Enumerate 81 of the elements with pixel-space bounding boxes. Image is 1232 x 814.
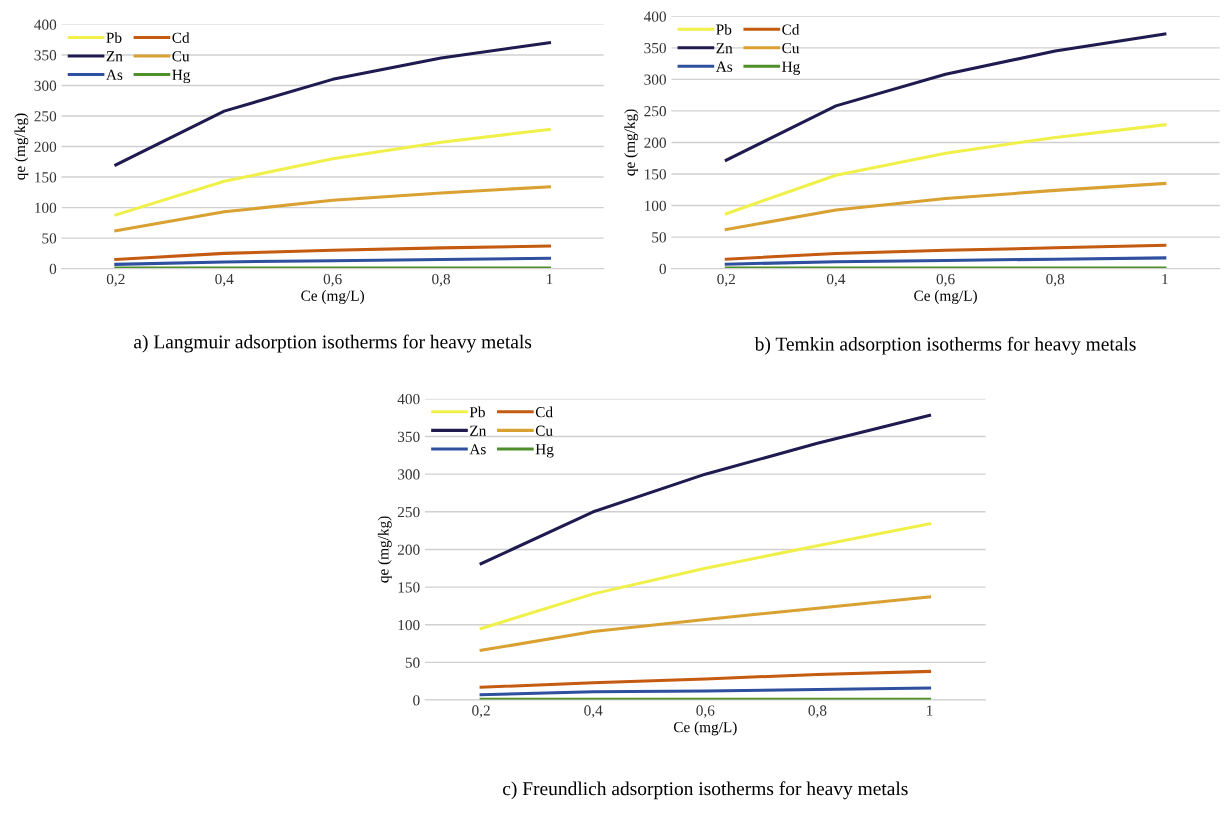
y-tick-label: 300 (644, 74, 666, 85)
legend-label: Pb (469, 406, 485, 418)
y-tick-label: 300 (34, 80, 57, 91)
x-tick-label: 0,4 (584, 705, 603, 718)
y-tick-label: 50 (652, 232, 666, 243)
line-series (724, 243, 1167, 261)
legend-label: Zn (106, 51, 123, 62)
legend-label: Cd (782, 24, 800, 35)
y-tick-label: 0 (413, 695, 420, 706)
y-tick-label: 250 (397, 506, 420, 518)
x-axis-title: Ce (mg/L) (301, 290, 364, 305)
y-tick-label: 150 (645, 169, 666, 180)
line-series (724, 181, 1167, 232)
line-series (114, 256, 551, 266)
x-tick-label: 0,2 (717, 273, 735, 287)
legend-label: Cu (172, 51, 190, 62)
line-series (724, 123, 1167, 216)
legend-label: Pb (106, 32, 122, 43)
y-tick-label: 0 (49, 263, 57, 275)
y-tick-label: 0 (659, 263, 666, 275)
x-tick-label: 0,8 (808, 705, 827, 718)
x-tick-label: 0,4 (215, 273, 234, 287)
x-tick-label: 1 (927, 705, 933, 716)
y-tick-label: 350 (397, 431, 420, 442)
line-series (479, 595, 932, 652)
y-axis-title: qe (mg/kg) (624, 109, 639, 176)
x-axis-title: Ce (mg/L) (673, 721, 737, 736)
legend-label: As (469, 444, 486, 455)
y-tick-label: 100 (398, 619, 420, 631)
text: c) Freundlich adsorption isotherms for heavy metals (503, 781, 908, 800)
legend-label: Hg (782, 61, 800, 75)
legend-label: Cu (782, 43, 800, 54)
text: b) Temkin adsorption isotherms for heavy metals (754, 336, 1136, 355)
line-series (114, 127, 551, 217)
x-tick-label: 0,8 (1046, 273, 1065, 287)
y-tick-label: 200 (397, 544, 420, 555)
y-tick-label: 200 (34, 141, 57, 152)
x-tick-label: 0,6 (323, 273, 342, 287)
y-tick-label: 250 (644, 106, 666, 117)
legend-label: Cd (535, 406, 553, 418)
y-tick-label: 50 (42, 233, 57, 244)
y-tick-label: 400 (34, 19, 57, 30)
line-series (114, 185, 551, 233)
y-tick-label: 250 (34, 111, 57, 122)
y-tick-label: 300 (397, 469, 420, 480)
x-tick-label: 0,2 (472, 705, 490, 718)
x-tick-label: 0,8 (432, 273, 451, 287)
legend-label: As (106, 69, 123, 80)
y-tick-label: 350 (34, 50, 57, 61)
legend-label: Cu (535, 425, 553, 436)
legend-label: Zn (716, 43, 733, 54)
y-tick-label: 50 (405, 657, 420, 668)
y-axis-title: qe (mg/kg) (377, 516, 392, 583)
line-series (114, 244, 551, 261)
y-tick-label: 350 (644, 42, 666, 54)
x-tick-label: 0,2 (106, 273, 125, 287)
line-series (479, 522, 932, 631)
x-tick-label: 0,6 (696, 705, 715, 718)
y-tick-label: 150 (398, 582, 420, 593)
legend-label: As (715, 61, 733, 72)
line-series (724, 256, 1167, 266)
legend-label: Hg (535, 444, 554, 458)
y-tick-label: 100 (35, 202, 57, 214)
y-axis-title: qe (mg/kg) (14, 113, 29, 180)
text: a) Langmuir adsorption isotherms for heavy metals (134, 334, 532, 353)
legend-label: Hg (172, 69, 191, 84)
line-series (479, 686, 932, 697)
y-tick-label: 200 (644, 137, 666, 148)
legend-label: Zn (470, 425, 487, 436)
y-tick-label: 150 (35, 172, 57, 183)
x-tick-label: 1 (547, 274, 553, 285)
x-tick-label: 0,6 (936, 273, 955, 287)
y-tick-label: 100 (645, 200, 666, 211)
line-series (479, 669, 932, 689)
y-tick-label: 400 (397, 394, 420, 405)
y-tick-label: 400 (643, 11, 666, 22)
x-axis-title: Ce (mg/L) (914, 290, 977, 305)
x-tick-label: 0,4 (826, 273, 846, 287)
legend-label: Pb (716, 24, 732, 35)
x-tick-label: 1 (1162, 274, 1168, 285)
legend-label: Cd (172, 32, 190, 43)
